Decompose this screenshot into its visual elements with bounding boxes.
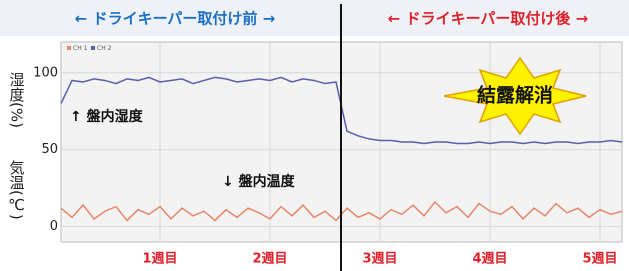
annotation: ↑ 盤内湿度 bbox=[70, 108, 144, 125]
legend-label: CH 2 bbox=[97, 45, 112, 52]
legend-label: CH 1 bbox=[73, 45, 88, 52]
legend-swatch bbox=[91, 46, 95, 50]
y-tick-label: 100 bbox=[33, 65, 58, 80]
header-right: ← ドライキーパー取付け後 → bbox=[388, 10, 588, 28]
x-tick-label: 5週目 bbox=[582, 252, 617, 267]
x-tick-label: 2週目 bbox=[252, 252, 287, 267]
x-tick-label: 1週目 bbox=[142, 252, 177, 267]
legend-swatch bbox=[67, 46, 71, 50]
x-tick-label: 3週目 bbox=[362, 252, 397, 267]
y-tick-label: 50 bbox=[41, 142, 58, 157]
y-label-humidity: 湿度(%) bbox=[8, 72, 26, 128]
annotation: ↓ 盤内温度 bbox=[222, 173, 296, 190]
header-left: ← ドライキーパー取付け前 → bbox=[75, 10, 275, 28]
x-tick-label: 4週目 bbox=[472, 252, 507, 267]
y-tick-label: 0 bbox=[50, 219, 58, 234]
y-label-temperature: 気温(℃) bbox=[8, 160, 26, 220]
annotation: 結露解消 bbox=[477, 84, 553, 107]
chart: ← ドライキーパー取付け前 → ← ドライキーパー取付け後 → 湿度(%) 気温… bbox=[0, 0, 629, 271]
